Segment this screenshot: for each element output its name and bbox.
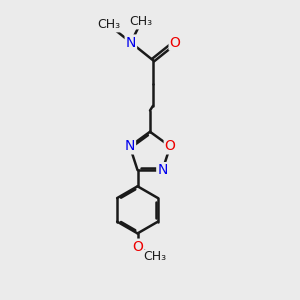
- Text: CH₃: CH₃: [130, 15, 153, 28]
- Text: O: O: [165, 140, 176, 153]
- Text: CH₃: CH₃: [97, 18, 120, 32]
- Text: O: O: [132, 240, 143, 254]
- Text: N: N: [157, 163, 168, 177]
- Text: CH₃: CH₃: [144, 250, 167, 263]
- Text: O: O: [169, 35, 181, 50]
- Text: N: N: [125, 140, 135, 153]
- Text: N: N: [126, 35, 136, 50]
